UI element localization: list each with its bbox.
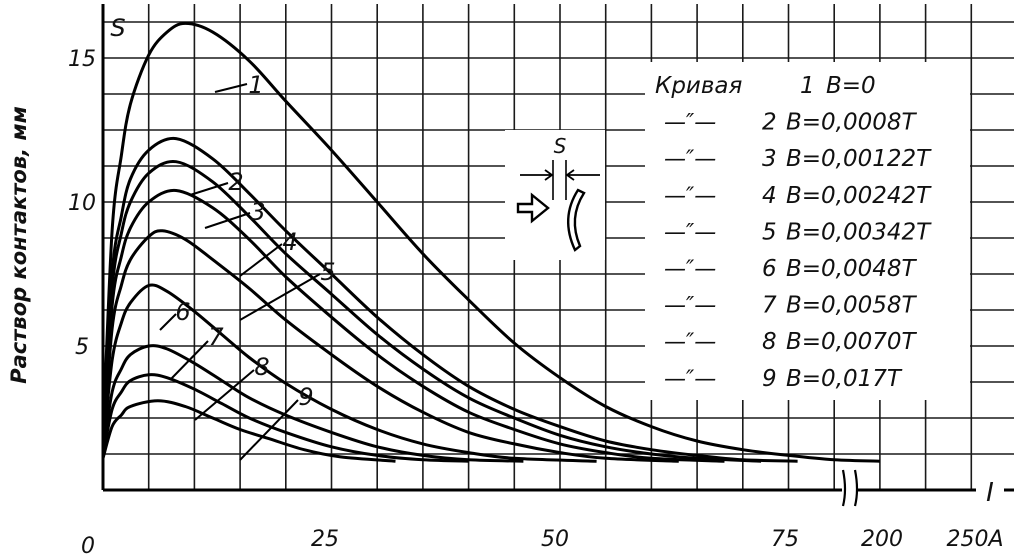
series-line-5 [101,229,679,463]
legend-entry-7: —″— 7 B=0,0058T [664,293,918,319]
legend-background [645,62,970,400]
x-tick-label: 250A [946,527,1003,552]
series-line-2 [101,136,798,463]
legend-value: B=0,0008T [786,110,918,136]
curve-label-8: 8 [254,353,269,381]
x-tick-label: 200 [861,527,903,552]
legend-curve-number: 7 [762,293,777,319]
legend-value: B=0 [826,73,876,99]
axis-break-gap [842,468,858,508]
legend: Кривая 1 B=0—″— 2 B=0,0008T—″— 3 B=0,00122T—″—… [655,73,932,392]
y-tick-label: 5 [75,335,89,360]
series-line-4 [101,188,725,463]
legend-curve-number: 2 [762,110,777,136]
legend-ditto: —″— [664,220,716,245]
y-axis-label: Раствор контактов, мм [7,106,31,384]
y-axis-symbol: S [110,14,125,42]
curve-label-4: 4 [282,228,297,256]
x-tick-label: 75 [771,527,799,552]
legend-curve-number: 1 [800,73,815,99]
x-origin-label: 0 [81,534,95,559]
series-line-9 [101,399,396,463]
x-tick-label: 25 [311,527,339,552]
legend-entry-9: —″— 9 B=0,017T [664,366,903,392]
inset-arrow-left [565,169,600,181]
curve-leader-line [239,273,321,321]
curve-leader-line [189,182,229,196]
series-line-7 [101,344,524,463]
curve-label-1: 1 [248,71,263,99]
curve-label-2: 2 [228,168,243,196]
legend-curve-number: 8 [762,329,777,355]
legend-prefix: Кривая [655,73,743,99]
y-tick-label: 15 [68,47,96,72]
legend-value: B=0,017T [786,366,903,392]
curve-label-6: 6 [175,298,190,326]
series-group [101,21,880,463]
legend-ditto: —″— [664,111,716,136]
legend-value: B=0,00242T [786,183,932,209]
curve-leader-line [239,243,283,277]
curve-leader-line [194,369,255,421]
y-tick-label: 10 [68,191,96,216]
curve-label-9: 9 [298,383,313,411]
moving-contact-shape [566,188,586,252]
legend-curve-number: 4 [762,183,777,209]
legend-entry-5: —″— 5 B=0,00342T [664,219,932,245]
axis-break-mark [841,469,847,507]
inset-gap-symbol: S [554,134,567,158]
legend-curve-number: 3 [762,146,777,172]
curve-leader-line [239,399,299,461]
legend-entry-8: —″— 8 B=0,0070T [664,329,918,355]
x-tick-label: 50 [541,527,569,552]
legend-curve-number: 9 [762,366,777,392]
axis-break-mark [853,469,859,507]
series-line-3 [101,159,762,463]
legend-ditto: —″— [664,367,716,392]
curve-leader-line [159,313,177,331]
contact-diagram: S [505,130,605,260]
series-line-8 [101,373,469,463]
curve-label-5: 5 [320,258,335,286]
curve-leader-line [169,340,209,381]
fixed-contact-shape [516,192,550,224]
legend-value: B=0,00122T [786,146,932,172]
inset-arrow-right [520,169,554,181]
curve-label-3: 3 [250,198,265,226]
series-line-6 [101,283,597,463]
legend-value: B=0,0070T [786,329,918,355]
x-symbol-bg [976,478,1004,504]
legend-ditto: —″— [664,257,716,282]
legend-value: B=0,0048T [786,256,918,282]
legend-entry-4: —″— 4 B=0,00242T [664,183,932,209]
legend-entry-6: —″— 6 B=0,0048T [664,256,918,282]
inset-background [505,130,605,260]
curve-leader-line [214,83,248,93]
curve-label-7: 7 [208,323,224,351]
legend-value: B=0,0058T [786,293,918,319]
legend-value: B=0,00342T [786,219,932,245]
legend-ditto: —″— [664,184,716,209]
x-axis-symbol: I [986,478,994,508]
legend-ditto: —″— [664,147,716,172]
curve-leader-line [204,212,251,229]
legend-curve-number: 6 [762,256,777,282]
series-line-1 [101,21,880,463]
legend-entry-1: Кривая 1 B=0 [655,73,876,99]
legend-entry-3: —″— 3 B=0,00122T [664,146,932,172]
legend-ditto: —″— [664,330,716,355]
legend-ditto: —″— [664,294,716,319]
legend-entry-2: —″— 2 B=0,0008T [664,110,918,136]
legend-curve-number: 5 [762,219,777,245]
